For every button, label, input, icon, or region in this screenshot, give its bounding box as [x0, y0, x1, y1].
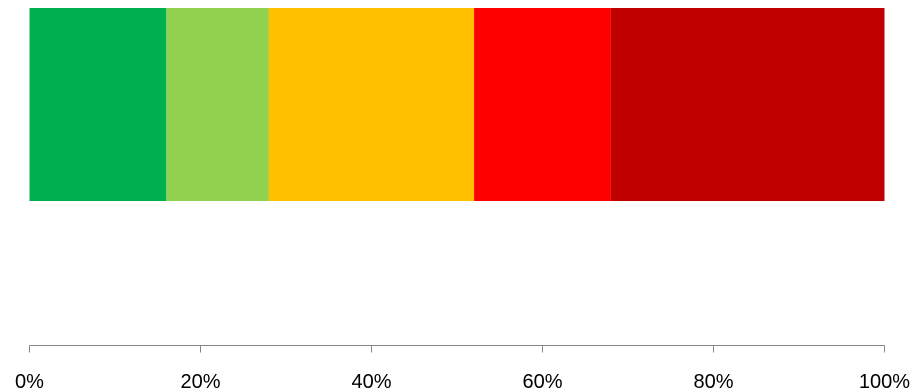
x-tick-label: 40%: [351, 371, 391, 391]
bar-segment-4: [474, 8, 611, 201]
x-tick-label: 60%: [522, 371, 562, 391]
bar-segment-5: [610, 8, 885, 201]
bar-segment-2: [166, 8, 269, 201]
bar-segment-3: [268, 8, 475, 201]
x-axis: 0% 20% 40% 60% 80% 100%: [15, 345, 910, 391]
x-tick-label: 0%: [15, 371, 44, 391]
bar-segment-1: [29, 8, 167, 201]
x-tick-label: 100%: [859, 371, 910, 391]
bar-segments: [29, 8, 885, 201]
x-tick-label: 20%: [180, 371, 220, 391]
x-axis-ticks: 0% 20% 40% 60% 80% 100%: [15, 345, 910, 391]
x-tick-label: 80%: [693, 371, 733, 391]
